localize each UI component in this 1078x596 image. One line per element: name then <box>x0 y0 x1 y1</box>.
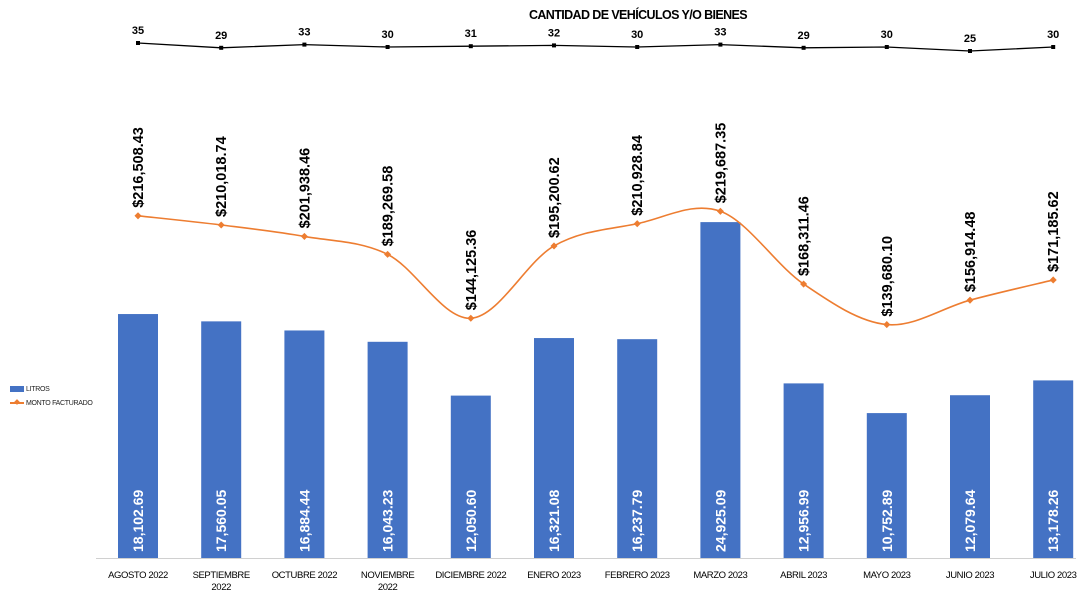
monto-point-7 <box>716 207 724 215</box>
count-point-6 <box>635 45 640 49</box>
bar-value-label-8: 12,956.99 <box>796 490 812 552</box>
count-value-label-5: 32 <box>548 27 560 39</box>
x-axis: AGOSTO 2022 SEPTIEMBRE 2022 OCTUBRE 2022 NOV… <box>96 558 1077 593</box>
bar-value-label-7: 24,925.09 <box>712 490 728 552</box>
count-value-label-10: 25 <box>964 33 976 45</box>
legend-label-litros: LITROS <box>26 385 50 393</box>
count-point-7 <box>718 42 723 47</box>
bar-5 <box>534 338 574 558</box>
legend-item-litros: LITROS <box>10 382 93 396</box>
bar-3 <box>367 341 408 558</box>
bar-value-label-9: 10,752.89 <box>879 490 895 552</box>
bar-2 <box>284 330 325 558</box>
bar-value-label-6: 16,237.79 <box>629 490 645 552</box>
count-point-1 <box>219 45 224 50</box>
monto-point-6 <box>633 220 641 228</box>
x-tick-label-5: ENERO 2023 <box>527 570 581 581</box>
bar-8 <box>783 383 824 558</box>
bar-value-label-4: 12,050.60 <box>463 490 479 552</box>
bar-7 <box>700 222 741 558</box>
bar-value-label-5: 16,321.08 <box>546 490 562 552</box>
monto-value-label-2: $201,938.46 <box>297 148 313 229</box>
count-value-label-2: 33 <box>298 27 310 39</box>
monto-line <box>137 207 1054 326</box>
x-tick-label-6: FEBRERO 2023 <box>605 570 670 581</box>
count-point-0 <box>136 41 140 45</box>
line-series-cantidad: 35 29 33 30 31 32 30 33 29 30 25 30 <box>132 25 1059 53</box>
monto-point-5 <box>550 242 558 250</box>
monto-point-11 <box>1049 276 1057 284</box>
legend: LITROS MONTO FACTURADO <box>10 382 93 410</box>
x-tick-label-8: ABRIL 2023 <box>780 570 827 581</box>
count-value-label-9: 30 <box>881 29 893 41</box>
x-tick-label-10: JUNIO 2023 <box>946 570 994 581</box>
legend-item-monto: MONTO FACTURADO <box>10 396 93 410</box>
monto-point-1 <box>217 221 225 229</box>
count-point-3 <box>385 45 390 49</box>
x-tick-label-4: DICIEMBRE 2022 <box>435 570 506 581</box>
bar-4 <box>450 395 491 558</box>
count-point-8 <box>801 45 806 50</box>
monto-value-label-5: $195,200.62 <box>547 157 563 238</box>
monto-value-label-3: $189,269.58 <box>381 166 397 247</box>
count-value-label-8: 29 <box>797 30 809 42</box>
bar-9 <box>866 413 907 558</box>
monto-value-label-10: $156,914.48 <box>963 212 979 293</box>
count-value-label-0: 35 <box>132 25 144 37</box>
monto-value-label-8: $168,311.46 <box>797 196 813 276</box>
bar-series-litros: 18,102.69 17,560.05 16,884.44 16,043.23 12,0… <box>118 222 1074 558</box>
monto-point-10 <box>966 296 974 304</box>
monto-value-label-7: $219,687.35 <box>713 123 729 204</box>
count-value-label-1: 29 <box>215 30 227 42</box>
line-series-monto-facturado: $216,508.43 $210,018.74 $201,938.46 $189,26… <box>131 123 1062 329</box>
bar-value-label-10: 12,079.64 <box>962 490 978 552</box>
monto-value-label-4: $144,125.36 <box>464 230 480 311</box>
monto-point-9 <box>883 321 891 329</box>
count-value-label-11: 30 <box>1047 29 1059 41</box>
x-tick-label-11: JULIO 2023 <box>1030 570 1077 581</box>
bar-value-label-0: 18,102.69 <box>130 490 146 552</box>
count-value-label-3: 30 <box>381 29 393 41</box>
legend-swatch-bar <box>10 386 24 392</box>
monto-point-3 <box>384 250 392 258</box>
count-point-9 <box>884 45 889 49</box>
bar-0 <box>118 314 158 558</box>
count-value-label-4: 31 <box>465 28 477 40</box>
monto-point-4 <box>467 314 475 322</box>
count-point-2 <box>302 42 307 47</box>
monto-value-label-6: $210,928.84 <box>630 135 646 216</box>
monto-value-label-1: $210,018.74 <box>214 136 230 217</box>
count-point-11 <box>1051 45 1056 49</box>
bar-value-label-2: 16,884.44 <box>296 490 312 552</box>
count-value-label-6: 30 <box>631 29 643 41</box>
count-line <box>137 42 1054 52</box>
bar-value-label-11: 13,178.26 <box>1045 490 1061 552</box>
x-tick-label-0: AGOSTO 2022 <box>108 570 168 581</box>
x-tick-label-3: NOVIEMBRE 2022 <box>361 570 414 593</box>
monto-point-0 <box>134 212 142 220</box>
x-tick-label-1: SEPTIEMBRE 2022 <box>193 570 250 593</box>
bar-1 <box>201 321 242 558</box>
bar-10 <box>950 395 990 558</box>
monto-value-label-11: $171,185.62 <box>1046 191 1062 272</box>
count-point-4 <box>468 44 473 49</box>
x-tick-label-9: MAYO 2023 <box>863 570 911 581</box>
bar-value-label-3: 16,043.23 <box>380 490 396 552</box>
bar-value-label-1: 17,560.05 <box>213 490 229 552</box>
legend-swatch-line <box>10 399 24 405</box>
bar-11 <box>1033 380 1074 558</box>
legend-label-monto: MONTO FACTURADO <box>26 399 93 407</box>
bar-6 <box>617 339 658 558</box>
monto-value-label-9: $139,680.10 <box>880 236 896 317</box>
x-tick-label-7: MARZO 2023 <box>693 570 747 581</box>
count-point-5 <box>552 43 556 48</box>
chart-title: CANTIDAD DE VEHÍCULOS Y/O BIENES <box>529 7 747 22</box>
count-point-10 <box>968 49 972 53</box>
monto-point-8 <box>800 280 808 288</box>
count-value-label-7: 33 <box>714 27 726 39</box>
x-tick-label-2: OCTUBRE 2022 <box>272 570 338 581</box>
monto-value-label-0: $216,508.43 <box>131 127 147 208</box>
monto-point-2 <box>300 232 308 240</box>
